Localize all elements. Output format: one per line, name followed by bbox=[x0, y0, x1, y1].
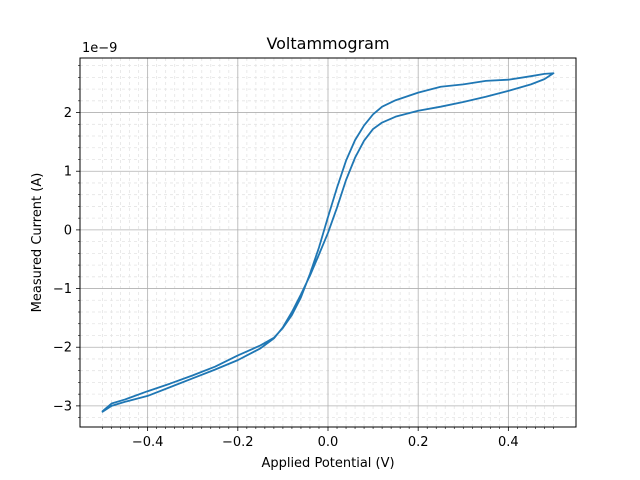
x-tick-label: 0.0 bbox=[318, 435, 339, 450]
y-tick-label: 0 bbox=[64, 223, 72, 238]
x-axis-label: Applied Potential (V) bbox=[261, 456, 394, 471]
chart-title: Voltammogram bbox=[266, 34, 389, 53]
tick-labels: −0.4 −0.2 0.0 0.2 0.4 −3 −2 −1 0 1 2 bbox=[53, 106, 519, 450]
major-grid bbox=[80, 58, 576, 427]
y-tick-label: 2 bbox=[64, 106, 72, 121]
tick-marks bbox=[76, 65, 554, 431]
series-line bbox=[101, 72, 555, 413]
y-axis-label: Measured Current (A) bbox=[30, 173, 45, 313]
y-tick-label: −2 bbox=[53, 341, 72, 356]
x-tick-label: 0.4 bbox=[498, 435, 519, 450]
y-tick-label: −1 bbox=[53, 282, 72, 297]
y-offset-text: 1e−9 bbox=[82, 41, 117, 56]
x-tick-label: 0.2 bbox=[408, 435, 429, 450]
x-tick-label: −0.2 bbox=[222, 435, 254, 450]
y-tick-label: 1 bbox=[64, 165, 72, 180]
plot-lines bbox=[101, 72, 555, 413]
x-tick-label: −0.4 bbox=[132, 435, 164, 450]
y-tick-label: −3 bbox=[53, 399, 72, 414]
